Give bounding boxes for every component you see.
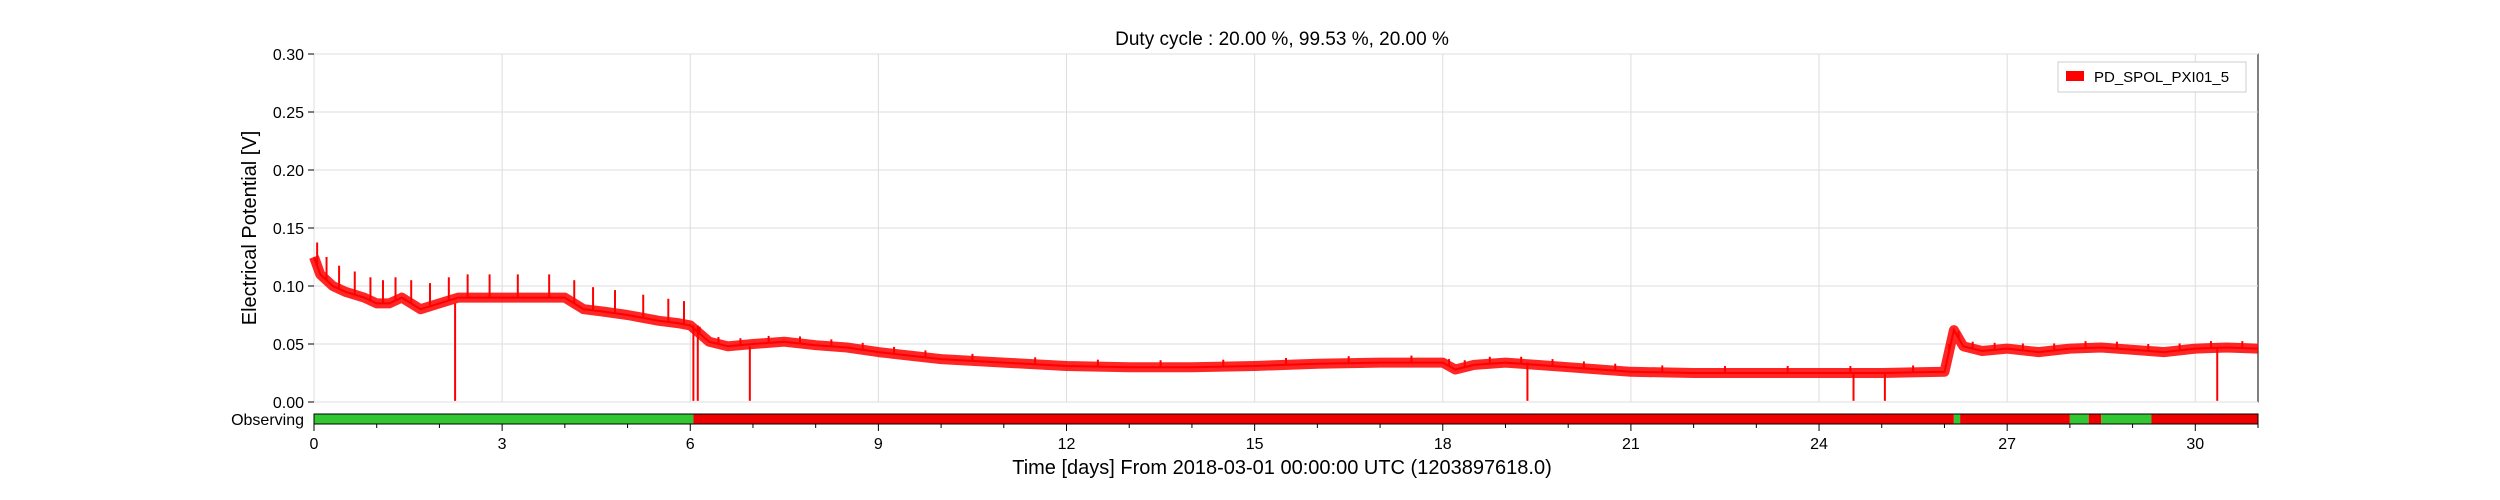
y-axis: 0.00 0.05 0.10 0.15 0.20 0.25 0.30 [273,47,314,412]
y-tick-label: 0.20 [273,163,304,180]
legend-box [2057,61,2247,93]
legend-entry-pd-spol-pxi01-5: PD_SPOL_PXI01_5 [2094,69,2229,86]
x-tick-label: 18 [1434,436,1452,453]
grid-lines [313,53,2258,403]
y-tick-label: 0.15 [273,221,304,238]
observing-segment-on [1953,414,1961,424]
observing-segment-off [1960,414,2070,424]
x-tick-label: 21 [1622,436,1640,453]
x-tick-label: 24 [1810,436,1828,453]
legend: PD_SPOL_PXI01_5 [2057,61,2247,93]
observing-segment-off [2088,414,2102,424]
series-layer [309,242,2259,401]
legend-swatch [2066,71,2084,81]
x-tick-label: 12 [1058,436,1076,453]
x-tick-label: 9 [874,436,883,453]
x-tick-label: 15 [1246,436,1264,453]
observing-segment-off [693,414,1954,424]
observing-segment-on [314,414,694,424]
observing-segment-off [2151,414,2258,424]
observing-segment-on [2101,414,2152,424]
y-tick-label: 0.10 [273,279,304,296]
observing-label: Observing [231,412,304,429]
series-line-band [309,255,2259,378]
x-axis: 0 3 6 9 12 15 18 21 24 27 30 [310,424,2259,453]
x-tick-label: 6 [686,436,695,453]
y-tick-label: 0.00 [273,395,304,412]
x-tick-label: 0 [310,436,319,453]
y-axis-label: Electrical Potential [V] [239,131,261,326]
observing-bar [314,414,2258,424]
x-tick-label: 27 [1998,436,2016,453]
x-tick-label: 30 [2186,436,2204,453]
y-tick-label: 0.30 [273,47,304,64]
x-axis-label: Time [days] From 2018-03-01 00:00:00 UTC… [1012,457,1552,479]
observing-segment-on [2069,414,2089,424]
x-tick-label: 3 [498,436,507,453]
observing-bar-frame [313,413,2259,425]
chart-title: Duty cycle : 20.00 %, 99.53 %, 20.00 % [1115,29,1449,50]
y-tick-label: 0.25 [273,105,304,122]
y-tick-label: 0.05 [273,337,304,354]
